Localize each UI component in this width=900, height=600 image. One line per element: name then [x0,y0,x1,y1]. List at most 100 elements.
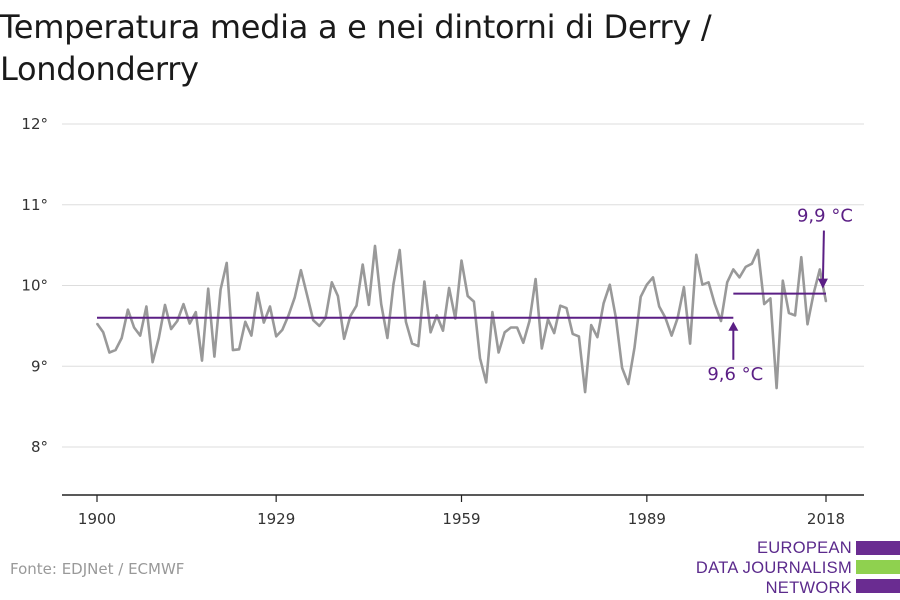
data-point [658,305,660,308]
x-tick-label: 1959 [442,510,480,528]
logo-line-2: DATA JOURNALISM [695,559,852,577]
data-point [250,334,253,337]
data-point [701,283,704,286]
data-point [300,269,302,272]
data-point [368,304,370,306]
data-point [707,281,710,284]
data-point [269,305,271,308]
data-point [225,262,228,264]
data-point [732,268,735,271]
x-tick-label: 1929 [257,510,295,528]
data-point [145,305,148,308]
data-point [528,320,531,322]
data-point [355,304,358,307]
data-point [547,318,549,321]
x-tick-label: 1900 [78,510,116,528]
data-point [516,326,518,329]
data-point [596,336,599,339]
data-point [825,300,827,303]
data-point [343,338,345,340]
data-point [417,345,420,347]
arrow-shaft-2 [821,230,825,282]
series-temperature [95,244,828,394]
data-point [436,314,438,317]
data-point [627,383,630,385]
x-tick-label: 2018 [807,510,845,528]
data-point [176,320,179,322]
data-point [442,329,444,332]
data-point [182,303,185,305]
data-point [769,297,772,300]
data-point [714,303,716,305]
data-point [460,259,463,262]
data-point [695,254,698,256]
data-point [158,337,160,339]
data-point [602,302,605,305]
data-point [633,346,636,349]
y-tick-label: 11° [21,196,48,214]
x-axis: 1900 1929 1959 1989 2018 [62,494,864,528]
annotation-mean-1: 9,6 °C [707,364,763,385]
data-point [590,324,592,326]
data-point [609,283,611,286]
logo-text: EUROPEAN DATA JOURNALISM NETWORK [696,538,852,598]
data-point [201,359,203,362]
data-point [757,249,759,251]
data-point [466,295,469,297]
data-point [565,307,568,309]
data-point [380,303,383,305]
data-point [293,296,296,299]
annotation-mean-2: 9,9 °C [797,206,853,227]
logo-line-3: NETWORK [765,579,852,597]
data-point [102,331,104,334]
data-point [751,262,753,265]
y-tick-label: 10° [21,277,48,295]
data-point [170,328,172,330]
data-point [318,325,321,327]
data-point [639,296,642,298]
source-note: Fonte: EDJNet / ECMWF [10,560,185,578]
data-point [429,331,432,334]
data-point [133,326,135,329]
logo-bar-2 [856,560,900,574]
data-point [232,349,234,351]
data-point [238,348,240,351]
data-point [263,321,265,324]
data-point [522,342,525,344]
data-point [306,294,308,297]
data-point [534,278,537,280]
data-point [195,311,197,313]
data-point [689,342,691,345]
data-point [738,276,741,279]
data-point [652,276,654,279]
data-point [386,337,389,339]
data-point [571,333,574,335]
data-point [411,342,413,345]
y-tick-label: 8° [31,438,48,456]
data-point [374,245,376,247]
arrowhead-1 [728,321,739,331]
data-point [553,332,555,334]
data-point [800,256,803,259]
data-point [188,322,191,325]
data-point [819,268,821,271]
data-point [139,334,141,337]
data-point [127,308,129,311]
data-point [398,249,401,251]
logo-bar-1 [856,541,900,555]
annotations: 9,6 °C 9,9 °C [707,206,853,385]
data-point [726,281,728,284]
data-point [503,331,506,334]
chart-title: Temperatura media a e nei dintorni di De… [0,8,712,88]
x-tick-label: 1989 [628,510,666,528]
data-point [423,280,426,283]
data-point [337,295,339,297]
edjnet-logo[interactable]: EUROPEAN DATA JOURNALISM NETWORK [640,538,900,600]
grid-lines [62,123,864,448]
data-point [670,334,673,337]
data-point [256,292,259,294]
arrowhead-2 [817,278,828,289]
data-point [744,266,747,268]
data-point [108,351,111,354]
